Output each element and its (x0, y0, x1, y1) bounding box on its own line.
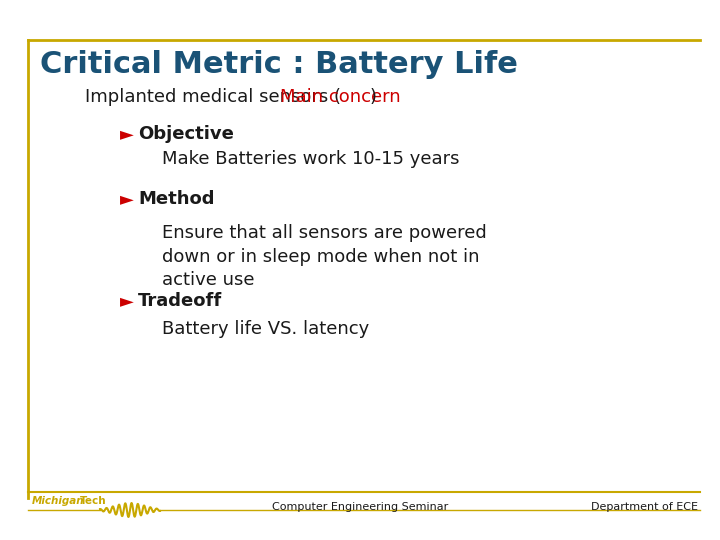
Text: Method: Method (138, 190, 215, 208)
Text: Ensure that all sensors are powered
down or in sleep mode when not in
active use: Ensure that all sensors are powered down… (162, 224, 487, 289)
Text: Battery life VS. latency: Battery life VS. latency (162, 320, 369, 338)
Text: Critical Metric : Battery Life: Critical Metric : Battery Life (40, 50, 518, 79)
Text: Tech: Tech (80, 496, 107, 506)
Text: Department of ECE: Department of ECE (591, 502, 698, 512)
Text: Main concern: Main concern (280, 88, 400, 106)
Text: ): ) (370, 88, 377, 106)
Text: Michigan: Michigan (32, 496, 85, 506)
Text: Objective: Objective (138, 125, 234, 143)
Text: ►: ► (120, 292, 134, 310)
Text: Make Batteries work 10-15 years: Make Batteries work 10-15 years (162, 150, 459, 168)
Text: ►: ► (120, 190, 134, 208)
Text: Computer Engineering Seminar: Computer Engineering Seminar (272, 502, 448, 512)
Text: ►: ► (120, 125, 134, 143)
Text: Tradeoff: Tradeoff (138, 292, 222, 310)
Text: Implanted medical sensors (: Implanted medical sensors ( (85, 88, 341, 106)
